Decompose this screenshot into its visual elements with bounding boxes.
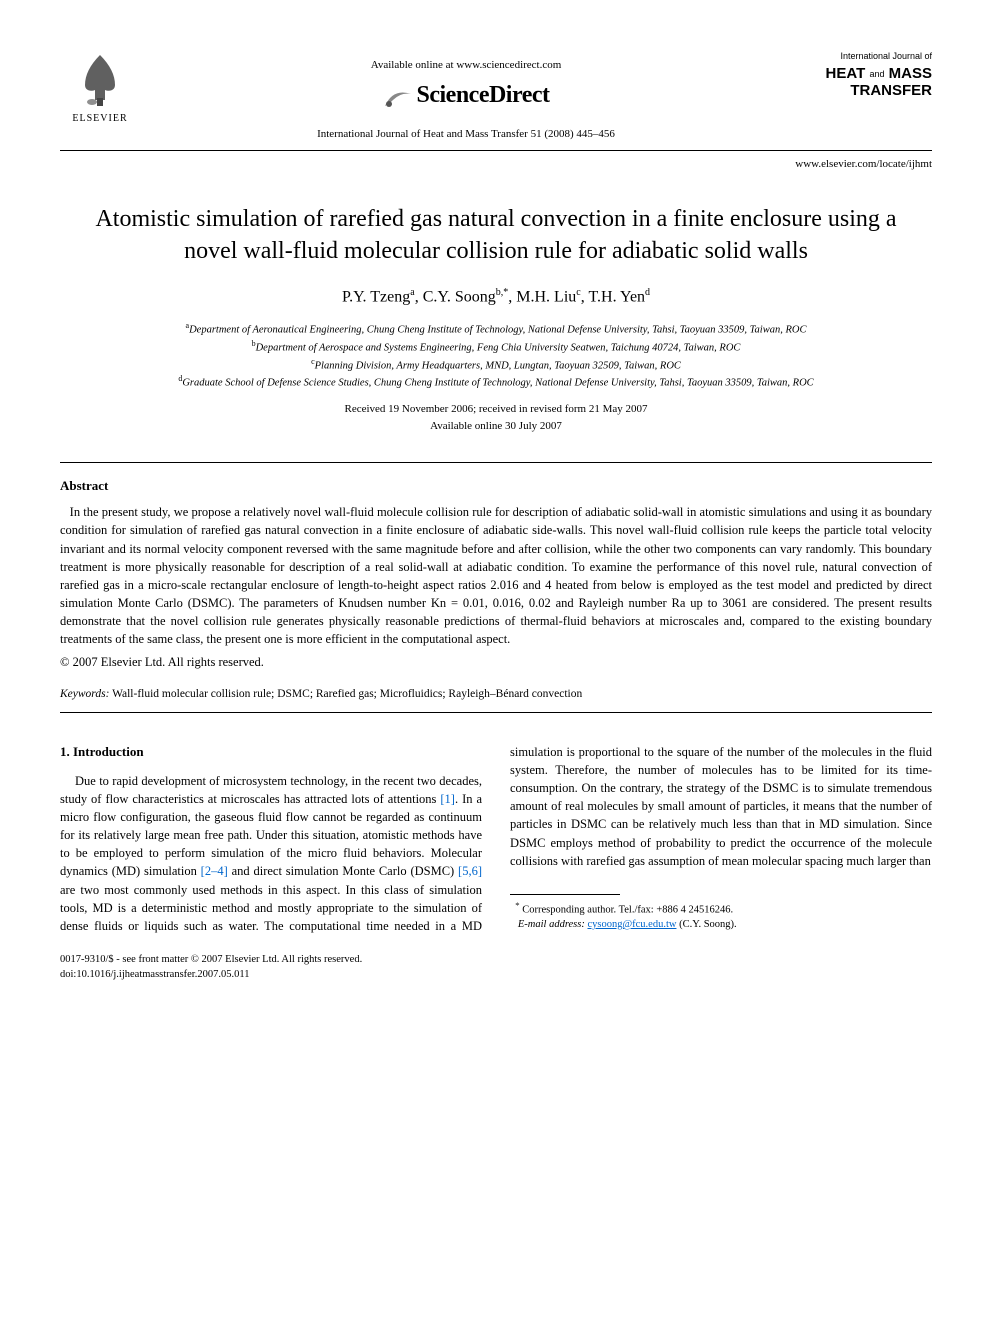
footer-doi: doi:10.1016/j.ijheatmasstransfer.2007.05…	[60, 969, 249, 980]
email-attribution: (C.Y. Soong).	[679, 919, 737, 930]
journal-logo-title: HEAT and MASS TRANSFER	[792, 65, 932, 100]
intro-p1a: Due to rapid development of microsystem …	[60, 774, 482, 806]
abstract-heading: Abstract	[60, 477, 932, 495]
authors-line: P.Y. Tzenga, C.Y. Soongb,*, M.H. Liuc, T…	[60, 286, 932, 309]
article-dates: Received 19 November 2006; received in r…	[60, 401, 932, 434]
email-label: E-mail address:	[518, 919, 585, 930]
journal-citation: International Journal of Heat and Mass T…	[140, 127, 792, 142]
author-3-aff: c	[576, 287, 580, 298]
header-rule	[60, 150, 932, 151]
elsevier-logo: ELSEVIER	[60, 50, 140, 126]
journal-url[interactable]: www.elsevier.com/locate/ijhmt	[60, 157, 932, 172]
author-1: P.Y. Tzeng	[342, 288, 410, 305]
sciencedirect-text: ScienceDirect	[417, 82, 550, 108]
date-received: Received 19 November 2006; received in r…	[344, 403, 647, 415]
journal-cover-logo: International Journal of HEAT and MASS T…	[792, 50, 932, 99]
intro-p1c: and direct simulation Monte Carlo (DSMC)	[228, 864, 458, 878]
ref-link-3[interactable]: [5,6]	[458, 864, 482, 878]
available-online-text: Available online at www.sciencedirect.co…	[140, 58, 792, 73]
body-columns: 1. Introduction Due to rapid development…	[60, 743, 932, 935]
keywords-line: Keywords: Wall-fluid molecular collision…	[60, 686, 932, 702]
footnote-separator	[510, 894, 620, 895]
date-online: Available online 30 July 2007	[430, 420, 562, 432]
journal-logo-pretitle: International Journal of	[792, 50, 932, 63]
email-link[interactable]: cysoong@fcu.edu.tw	[587, 919, 676, 930]
elsevier-label: ELSEVIER	[72, 112, 127, 126]
affiliation-b: Department of Aerospace and Systems Engi…	[256, 342, 741, 353]
affiliation-d: Graduate School of Defense Science Studi…	[182, 378, 813, 389]
keywords-text: Wall-fluid molecular collision rule; DSM…	[112, 688, 582, 700]
author-4: T.H. Yen	[588, 288, 645, 305]
journal-logo-mass: MASS	[889, 65, 932, 82]
ref-link-1[interactable]: [1]	[440, 792, 455, 806]
abstract-copyright: © 2007 Elsevier Ltd. All rights reserved…	[60, 654, 932, 672]
footer: 0017-9310/$ - see front matter © 2007 El…	[60, 953, 932, 982]
author-2-aff: b,*	[496, 287, 509, 298]
journal-logo-transfer: TRANSFER	[850, 82, 932, 99]
abstract-bottom-rule	[60, 712, 932, 713]
author-2: C.Y. Soong	[423, 288, 496, 305]
affiliations: aDepartment of Aeronautical Engineering,…	[60, 320, 932, 391]
corresponding-author-note: Corresponding author. Tel./fax: +886 4 2…	[522, 904, 733, 915]
journal-logo-and: and	[869, 68, 884, 78]
journal-logo-heat: HEAT	[826, 65, 866, 82]
affiliation-a: Department of Aeronautical Engineering, …	[189, 325, 806, 336]
abstract-body: In the present study, we propose a relat…	[60, 503, 932, 648]
intro-heading: 1. Introduction	[60, 743, 482, 762]
intro-p1d: are two most com	[60, 883, 155, 897]
author-3: M.H. Liu	[516, 288, 576, 305]
footnotes: * Corresponding author. Tel./fax: +886 4…	[510, 899, 932, 933]
keywords-label: Keywords:	[60, 688, 109, 700]
sciencedirect-logo: ScienceDirect	[140, 79, 792, 113]
ref-link-2[interactable]: [2–4]	[201, 864, 228, 878]
author-1-aff: a	[410, 287, 414, 298]
center-header: Available online at www.sciencedirect.co…	[140, 50, 792, 142]
footer-copyright: 0017-9310/$ - see front matter © 2007 El…	[60, 954, 362, 965]
author-4-aff: d	[645, 287, 650, 298]
sciencedirect-swoosh-icon	[383, 86, 413, 112]
header-row: ELSEVIER Available online at www.science…	[60, 50, 932, 142]
elsevier-tree-icon	[70, 50, 130, 110]
abstract-text: In the present study, we propose a relat…	[60, 505, 932, 646]
affiliation-c: Planning Division, Army Headquarters, MN…	[315, 360, 681, 371]
article-title: Atomistic simulation of rarefied gas nat…	[90, 203, 902, 268]
